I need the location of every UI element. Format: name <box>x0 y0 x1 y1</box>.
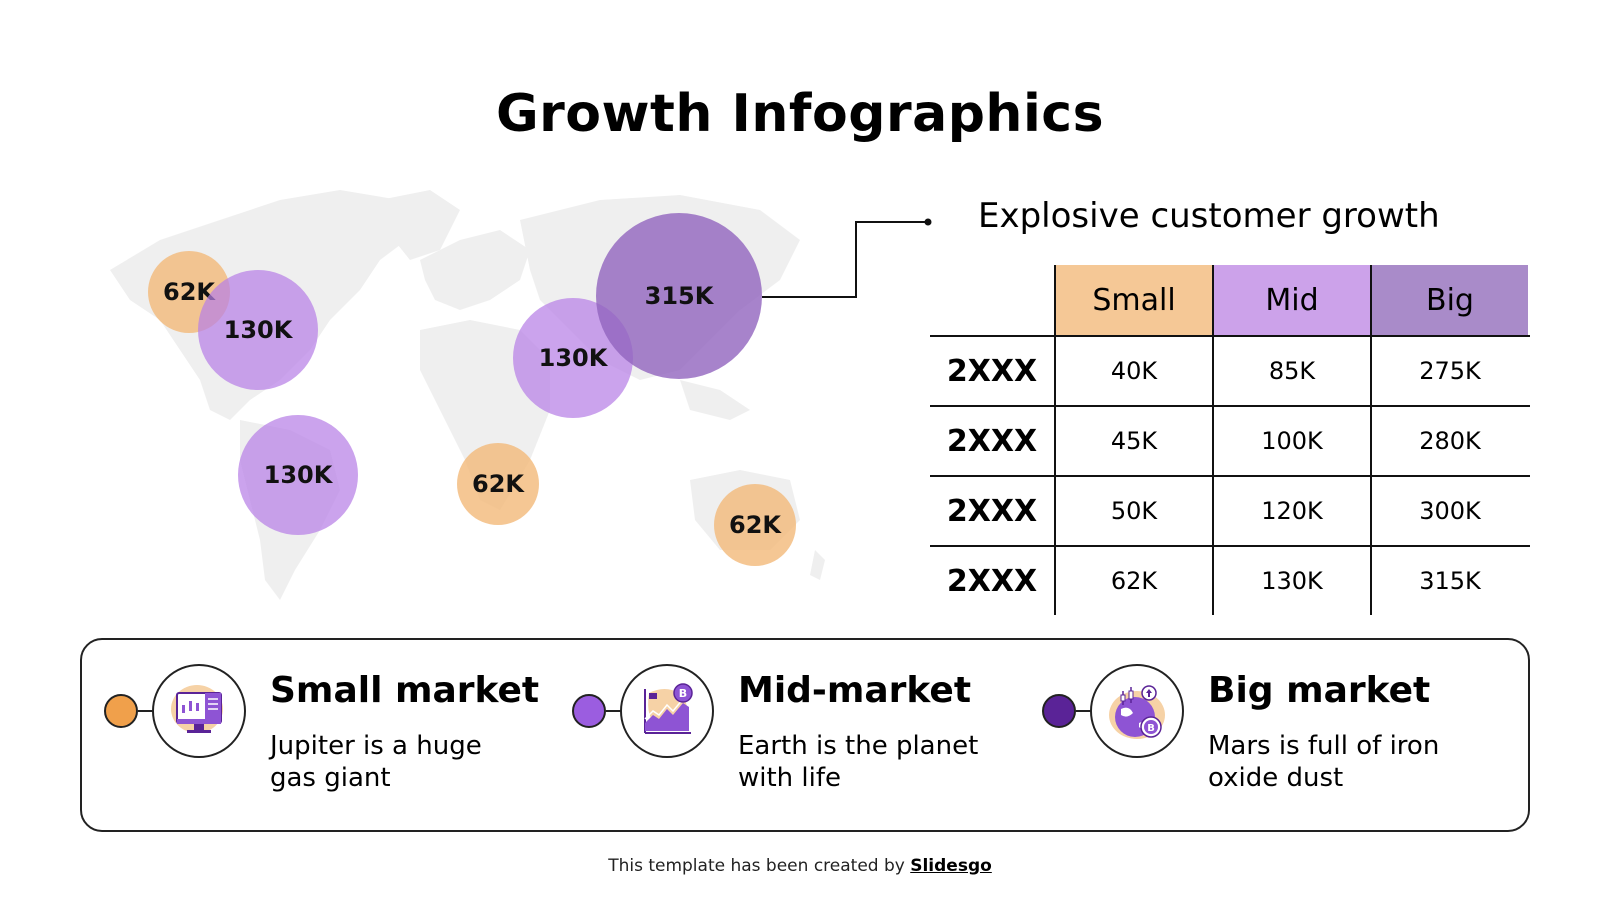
cell-small: 40K <box>1054 337 1212 405</box>
market-description: Earth is the planet with life <box>738 731 979 793</box>
globe-bitcoin-icon: B <box>1090 664 1184 758</box>
cell-mid: 120K <box>1212 477 1370 545</box>
market-mid: B Mid-market Earth is the planet with li… <box>562 640 1042 830</box>
cell-big: 300K <box>1370 477 1528 545</box>
table-row: 2XXX 40K 85K 275K <box>930 335 1530 405</box>
table-row: 2XXX 62K 130K 315K <box>930 545 1530 615</box>
growth-chart-bitcoin-icon: B <box>620 664 714 758</box>
map-bubble-small: 62K <box>714 484 796 566</box>
footer-text: This template has been created by <box>608 856 911 876</box>
growth-table: Small Mid Big 2XXX 40K 85K 275K 2XXX 45K… <box>930 265 1530 615</box>
small-market-dot <box>104 694 138 728</box>
markets-panel: Small market Jupiter is a huge gas giant… <box>80 638 1530 832</box>
cell-big: 315K <box>1370 547 1528 615</box>
table-subtitle: Explosive customer growth <box>978 196 1440 236</box>
table-row: 2XXX 45K 100K 280K <box>930 405 1530 475</box>
column-header-mid: Mid <box>1212 265 1370 335</box>
cell-big: 275K <box>1370 337 1528 405</box>
bubble-value: 130K <box>538 344 608 372</box>
cell-small: 45K <box>1054 407 1212 475</box>
bubble-value: 62K <box>472 470 524 498</box>
svg-text:B: B <box>1147 723 1155 734</box>
market-big: B Big market Mars is full of iron oxide … <box>1042 640 1522 830</box>
market-description: Mars is full of iron oxide dust <box>1208 731 1440 793</box>
row-label: 2XXX <box>946 493 1038 529</box>
cell-mid: 130K <box>1212 547 1370 615</box>
map-bubble-mid: 130K <box>238 415 358 535</box>
dot-connector <box>138 710 154 712</box>
bubble-value: 130K <box>223 316 293 344</box>
footer-credit: This template has been created by Slides… <box>0 856 1600 876</box>
slidesgo-link[interactable]: Slidesgo <box>910 856 992 876</box>
market-description: Jupiter is a huge gas giant <box>270 731 482 793</box>
map-bubble-small: 62K <box>457 443 539 525</box>
page-title: Growth Infographics <box>495 84 1105 144</box>
cell-mid: 100K <box>1212 407 1370 475</box>
svg-text:B: B <box>679 687 687 700</box>
row-label: 2XXX <box>946 353 1038 389</box>
table-header-row: Small Mid Big <box>930 265 1530 335</box>
monitor-chart-icon <box>152 664 246 758</box>
cell-small: 62K <box>1054 547 1212 615</box>
cell-small: 50K <box>1054 477 1212 545</box>
bubble-value: 130K <box>263 461 333 489</box>
cell-mid: 85K <box>1212 337 1370 405</box>
map-bubble-big: 315K <box>596 213 762 379</box>
market-title: Mid-market <box>738 670 972 711</box>
table-corner <box>930 265 1054 335</box>
column-header-small: Small <box>1054 265 1212 335</box>
market-small: Small market Jupiter is a huge gas giant <box>82 640 562 830</box>
map-bubble-mid: 130K <box>198 270 318 390</box>
bubble-value: 315K <box>644 282 714 310</box>
table-row: 2XXX 50K 120K 300K <box>930 475 1530 545</box>
row-label: 2XXX <box>946 563 1038 599</box>
row-label: 2XXX <box>946 423 1038 459</box>
mid-market-dot <box>572 694 606 728</box>
market-title: Big market <box>1208 670 1431 711</box>
column-header-big: Big <box>1370 265 1528 335</box>
dot-connector <box>1076 710 1092 712</box>
dot-connector <box>606 710 622 712</box>
cell-big: 280K <box>1370 407 1528 475</box>
market-title: Small market <box>270 670 540 711</box>
bubble-value: 62K <box>729 511 781 539</box>
big-market-dot <box>1042 694 1076 728</box>
